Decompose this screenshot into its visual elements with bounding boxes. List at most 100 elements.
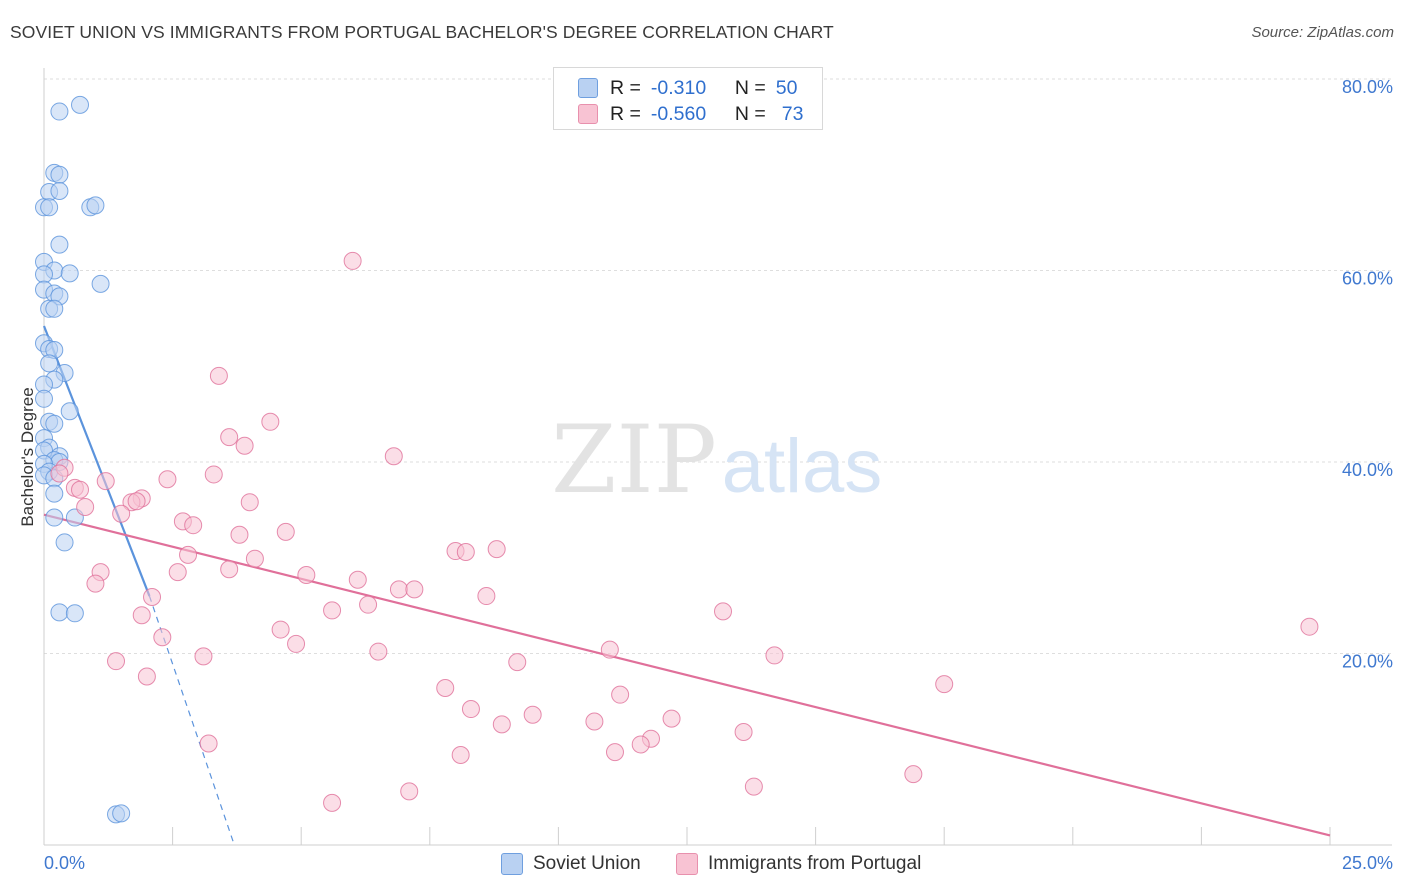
portugal-point (132, 606, 151, 625)
portugal-point (107, 652, 126, 671)
watermark: ZIP atlas (551, 406, 882, 515)
portugal-point (220, 560, 239, 579)
portugal-point (904, 765, 923, 784)
soviet-union-point (71, 95, 90, 114)
y-tick-label: 60.0% (1342, 269, 1393, 289)
soviet-union-point (50, 165, 69, 184)
portugal-point (209, 366, 228, 385)
bottom-legend-swatch-soviet-union (501, 853, 523, 875)
portugal-point (220, 428, 239, 447)
legend-r-value: -0.310 (650, 76, 707, 99)
correlation-legend: R = -0.310 N = 50 R = -0.560 N = 73 (553, 67, 823, 130)
portugal-point (523, 705, 542, 724)
portugal-point (714, 602, 733, 621)
portugal-point (451, 745, 470, 764)
bottom-legend-label-soviet-union: Soviet Union (533, 853, 641, 874)
portugal-point (168, 563, 187, 582)
portugal-point (765, 646, 784, 665)
soviet-union-point (40, 354, 59, 373)
portugal-point (240, 493, 259, 512)
soviet-union-point (55, 533, 74, 552)
legend-row-soviet-union: R = -0.310 N = 50 (578, 77, 797, 99)
soviet-union-point (45, 414, 64, 433)
portugal-point (158, 470, 177, 489)
portugal-point (461, 700, 480, 719)
tick-labels: 20.0% 40.0% 60.0% 80.0% 0.0% 25.0% (44, 77, 1393, 873)
y-tick-label: 20.0% (1342, 652, 1393, 672)
portugal-point (199, 734, 218, 753)
portugal-point (112, 504, 131, 523)
portugal-point (456, 543, 475, 562)
chart-title: SOVIET UNION VS IMMIGRANTS FROM PORTUGAL… (10, 22, 834, 42)
legend-r-label: R = (610, 76, 641, 99)
bottom-legend-immigrants-from-portugal: Immigrants from Portugal (676, 851, 921, 877)
soviet-union-point (45, 484, 64, 503)
legend-swatch-soviet-union (578, 78, 598, 98)
soviet-union-point (86, 196, 105, 215)
bottom-legend-soviet-union: Soviet Union (501, 851, 641, 877)
legend-r-value: -0.560 (650, 102, 707, 125)
trend-lines (42, 325, 1331, 846)
portugal-point (359, 595, 378, 614)
portugal-point (261, 412, 280, 431)
soviet-union-point (35, 265, 53, 284)
legend-n-label: N = (734, 76, 766, 99)
legend-n-value: 73 (781, 102, 804, 125)
soviet-union-point (35, 389, 53, 408)
soviet-union-point (112, 804, 131, 823)
portugal-point (508, 653, 527, 672)
portugal-point (86, 574, 105, 593)
y-tick-label: 80.0% (1342, 77, 1393, 97)
soviet-union-point (60, 264, 79, 283)
portugal-point (179, 545, 198, 564)
portugal-point (153, 628, 172, 647)
portugal-point (405, 580, 424, 599)
portugal-point (127, 492, 146, 511)
portugal-point (271, 620, 290, 639)
portugal-point (389, 580, 408, 599)
data-points (35, 95, 1319, 824)
portugal-point (631, 735, 650, 754)
soviet-union-point (50, 235, 69, 254)
portugal-point (276, 522, 295, 541)
portugal-point (230, 525, 249, 544)
portugal-point (1300, 617, 1319, 636)
watermark-atlas: atlas (722, 424, 883, 509)
legend-row-immigrants-from-portugal: R = -0.560 N = 73 (578, 103, 803, 125)
soviet-union-point (50, 603, 69, 622)
portugal-point (76, 498, 95, 517)
portugal-point (323, 601, 342, 620)
x-tick-label: 0.0% (44, 853, 85, 873)
portugal-point (369, 642, 388, 661)
portugal-point (662, 709, 681, 728)
portugal-point (194, 647, 213, 666)
soviet-union-point (45, 508, 64, 527)
soviet-union-point (60, 402, 79, 421)
soviet-union-point (91, 274, 110, 293)
y-axis-label: Bachelor's Degree (18, 387, 37, 526)
portugal-point (384, 447, 403, 466)
x-tick-label: 25.0% (1342, 853, 1393, 873)
portugal-point (477, 587, 496, 606)
legend-r-label: R = (610, 102, 641, 125)
legend-n-label: N = (734, 102, 766, 125)
portugal-point (143, 588, 162, 607)
legend-n-value: 50 (775, 76, 798, 99)
soviet-union-point (50, 102, 69, 121)
soviet-union-point (65, 604, 84, 623)
axes (43, 68, 1392, 846)
portugal-point (297, 565, 316, 584)
portugal-point (605, 743, 624, 762)
portugal-point (492, 715, 511, 734)
portugal-point (50, 464, 69, 483)
portugal-point (734, 723, 753, 742)
portugal-point (343, 251, 362, 270)
portugal-point (436, 678, 455, 697)
portugal-point (245, 549, 264, 568)
portugal-point (71, 480, 90, 499)
portugal-point (600, 640, 619, 659)
portugal-point (287, 634, 306, 653)
portugal-point (744, 777, 763, 796)
portugal-point (184, 516, 203, 535)
